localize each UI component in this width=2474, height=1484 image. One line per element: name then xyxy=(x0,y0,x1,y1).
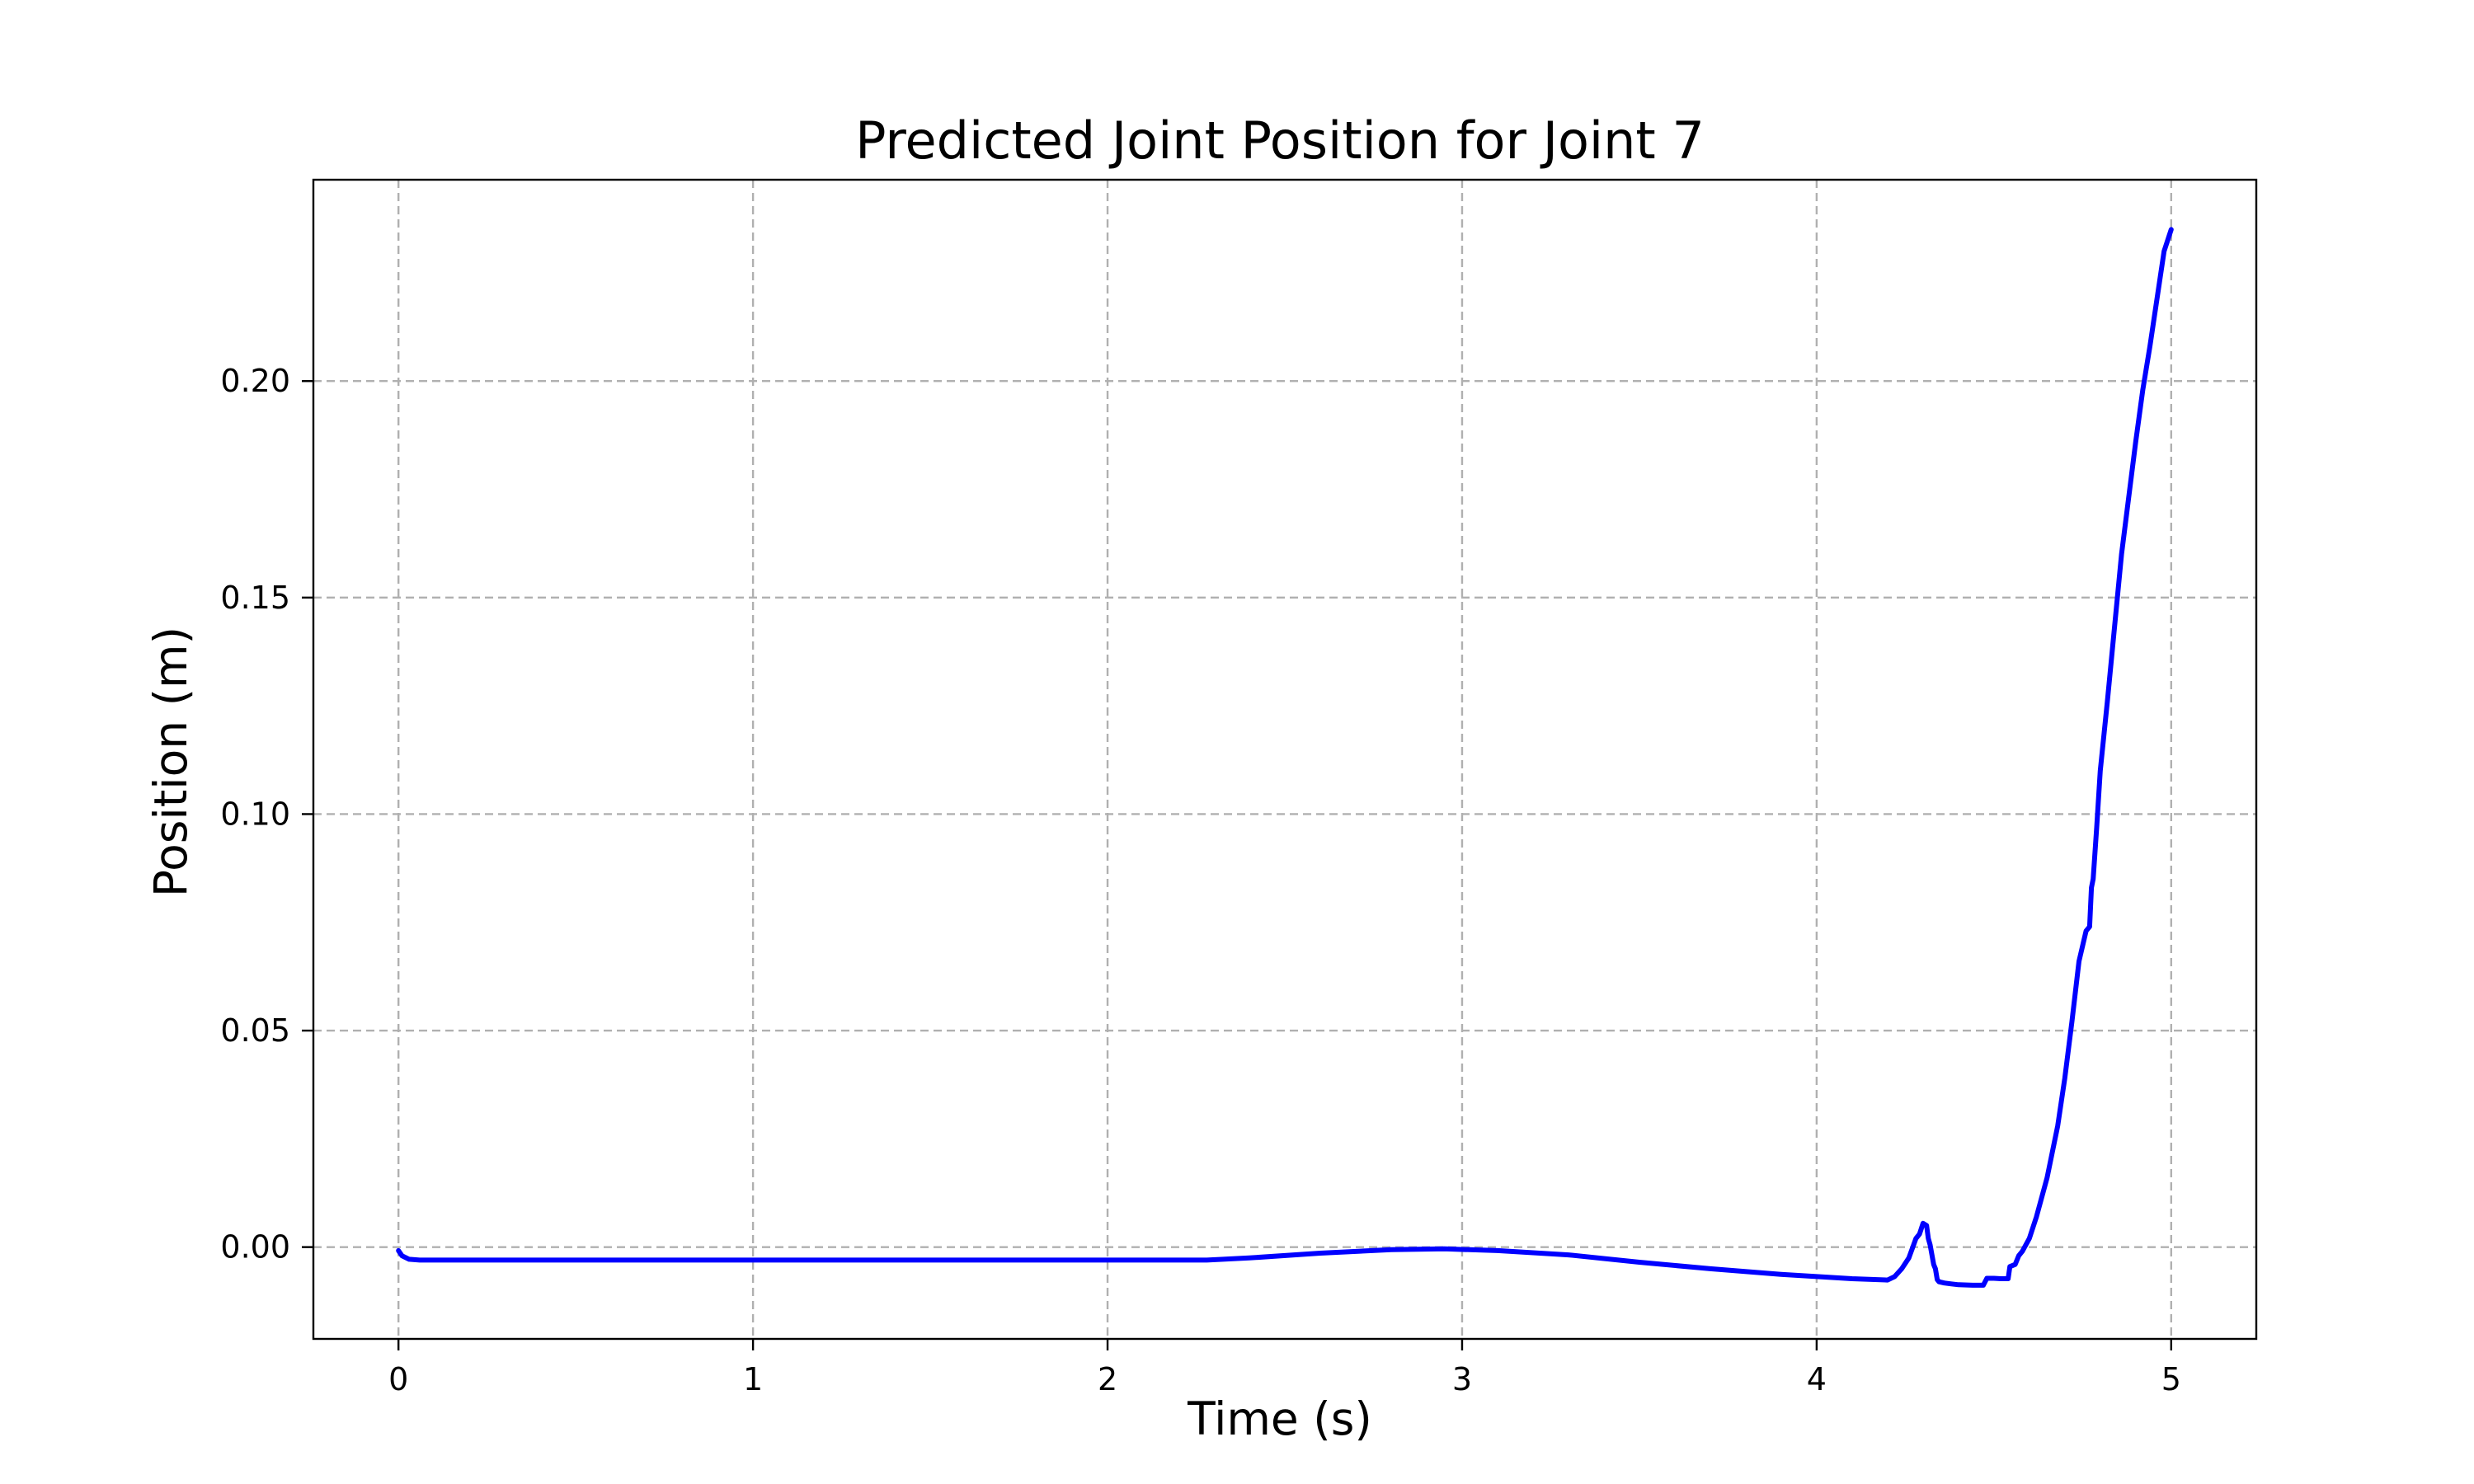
y-tick-label: 0.00 xyxy=(220,1229,290,1266)
x-tick-label: 3 xyxy=(1452,1361,1472,1397)
y-tick-label: 0.15 xyxy=(220,580,290,616)
y-axis-label: Position (m) xyxy=(144,627,197,897)
y-tick-label: 0.05 xyxy=(220,1012,290,1049)
x-tick-label: 4 xyxy=(1807,1361,1827,1397)
y-tick-label: 0.10 xyxy=(220,796,290,832)
axis-ticks: 0 1 2 3 4 5 0.00 0.05 0.10 0.15 0.20 xyxy=(220,363,2181,1397)
grid xyxy=(313,180,2256,1339)
x-tick-label: 1 xyxy=(743,1361,763,1397)
series-layer xyxy=(396,227,2174,1288)
x-tick-label: 2 xyxy=(1098,1361,1117,1397)
series-line xyxy=(396,227,2174,1288)
plot-frame xyxy=(312,178,2258,1341)
chart-title: Predicted Joint Position for Joint 7 xyxy=(855,110,1705,171)
x-axis-label: Time (s) xyxy=(1187,1392,1372,1445)
x-tick-label: 0 xyxy=(388,1361,408,1397)
x-tick-label: 5 xyxy=(2161,1361,2181,1397)
y-tick-label: 0.20 xyxy=(220,363,290,399)
